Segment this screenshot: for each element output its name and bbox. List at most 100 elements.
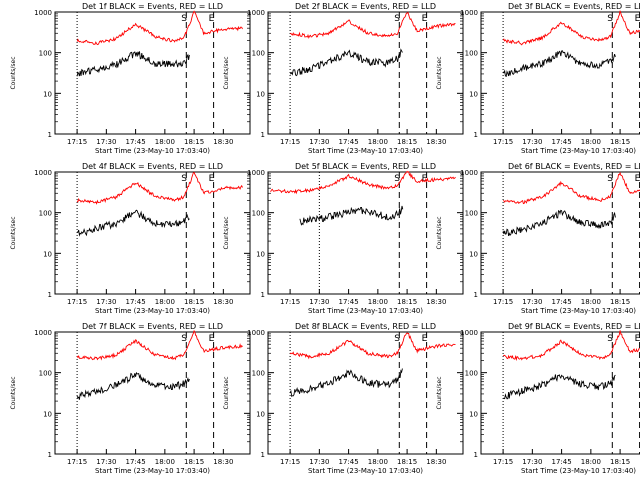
y-axis-label: Counts/sec xyxy=(436,376,443,409)
x-tick-label: 17:15 xyxy=(493,458,513,466)
plot-frame xyxy=(480,331,640,455)
x-tick-label: 17:15 xyxy=(493,298,513,306)
y-tick-label: 1 xyxy=(48,291,52,299)
y-tick-label: 1000 xyxy=(247,9,265,17)
x-tick-label: 18:15 xyxy=(610,458,630,466)
series-events-line xyxy=(76,371,190,400)
y-axis-label: Counts/sec xyxy=(10,376,17,409)
x-tick-label: 18:00 xyxy=(155,138,175,146)
marker-label-e: E xyxy=(209,14,215,24)
y-tick-label: 10 xyxy=(256,410,265,418)
x-tick-label: 18:00 xyxy=(581,298,601,306)
x-tick-label: 18:15 xyxy=(397,138,417,146)
panel-title: Det 5f BLACK = Events, RED = LLD xyxy=(295,162,436,171)
x-tick-label: 17:45 xyxy=(126,138,146,146)
x-tick-label: 18:00 xyxy=(368,458,388,466)
x-tick-label: 17:15 xyxy=(280,138,300,146)
y-axis-label: Counts/sec xyxy=(10,56,17,89)
marker-label-s: S xyxy=(607,174,613,184)
x-tick-label: 17:15 xyxy=(280,298,300,306)
x-tick-label: 18:15 xyxy=(184,458,204,466)
marker-label-s: S xyxy=(394,174,400,184)
x-axis-label: Start Time (23-May-10 17:03:40) xyxy=(308,147,423,155)
x-tick-label: 17:30 xyxy=(309,298,329,306)
x-tick-label: 17:30 xyxy=(96,458,116,466)
panel-det-3f: Det 3f BLACK = Events, RED = LLD Counts/s… xyxy=(436,2,640,155)
x-tick-label: 17:45 xyxy=(552,138,572,146)
x-axis-label: Start Time (23-May-10 17:03:40) xyxy=(521,307,636,315)
y-tick-label: 10 xyxy=(43,90,52,98)
x-tick-label: 18:15 xyxy=(610,298,630,306)
panel-det-5f: Det 5f BLACK = Events, RED = LLD Counts/s… xyxy=(223,162,464,315)
panel-det-6f: Det 6f BLACK = Events, RED = LLD Counts/s… xyxy=(436,162,640,315)
y-tick-label: 1 xyxy=(474,451,478,459)
x-tick-label: 17:45 xyxy=(339,298,359,306)
x-axis-label: Start Time (23-May-10 17:03:40) xyxy=(95,467,210,475)
x-tick-label: 18:30 xyxy=(426,138,446,146)
y-tick-label: 100 xyxy=(465,370,478,378)
plot-frame xyxy=(267,11,464,135)
y-tick-label: 10 xyxy=(256,90,265,98)
y-tick-label: 1000 xyxy=(34,329,52,337)
x-axis-label: Start Time (23-May-10 17:03:40) xyxy=(521,467,636,475)
y-tick-label: 1000 xyxy=(460,9,478,17)
marker-label-s: S xyxy=(607,14,613,24)
x-tick-label: 18:30 xyxy=(213,138,233,146)
panel-det-1f: Det 1f BLACK = Events, RED = LLD Counts/s… xyxy=(10,2,251,155)
series-lld-line xyxy=(289,11,456,39)
marker-label-s: S xyxy=(181,14,187,24)
x-tick-label: 17:30 xyxy=(96,138,116,146)
y-tick-label: 100 xyxy=(39,370,52,378)
series-lld-line xyxy=(76,329,243,361)
y-tick-label: 100 xyxy=(252,370,265,378)
plot-frame xyxy=(54,171,251,295)
series-lld-line xyxy=(502,10,640,46)
y-tick-label: 100 xyxy=(465,50,478,58)
y-tick-label: 1000 xyxy=(247,329,265,337)
x-tick-label: 17:30 xyxy=(522,458,542,466)
x-tick-label: 17:15 xyxy=(67,458,87,466)
x-tick-label: 18:30 xyxy=(426,298,446,306)
marker-label-e: E xyxy=(422,174,428,184)
plot-frame xyxy=(480,11,640,135)
y-tick-label: 1 xyxy=(48,131,52,139)
plot-frame xyxy=(267,171,464,295)
series-lld-line xyxy=(270,170,456,195)
x-tick-label: 18:00 xyxy=(155,458,175,466)
y-tick-label: 100 xyxy=(39,50,52,58)
x-tick-label: 17:45 xyxy=(552,298,572,306)
x-tick-label: 18:15 xyxy=(184,298,204,306)
series-events-line xyxy=(289,368,403,398)
marker-label-e: E xyxy=(209,174,215,184)
panel-title: Det 3f BLACK = Events, RED = LLD xyxy=(508,2,640,11)
x-axis-label: Start Time (23-May-10 17:03:40) xyxy=(95,307,210,315)
series-events-line xyxy=(502,50,616,78)
series-lld-line xyxy=(502,330,640,362)
y-tick-label: 10 xyxy=(43,250,52,258)
y-tick-label: 10 xyxy=(256,250,265,258)
panel-title: Det 2f BLACK = Events, RED = LLD xyxy=(295,2,436,11)
marker-label-e: E xyxy=(422,334,428,344)
y-axis-label: Counts/sec xyxy=(436,56,443,89)
x-tick-label: 18:15 xyxy=(184,138,204,146)
x-tick-label: 18:00 xyxy=(581,138,601,146)
x-tick-label: 18:30 xyxy=(213,298,233,306)
plot-frame xyxy=(54,11,251,135)
panel-title: Det 6f BLACK = Events, RED = LLD xyxy=(508,162,640,171)
x-tick-label: 17:30 xyxy=(309,138,329,146)
marker-label-e: E xyxy=(422,14,428,24)
x-tick-label: 17:30 xyxy=(522,138,542,146)
marker-label-s: S xyxy=(181,334,187,344)
x-tick-label: 17:15 xyxy=(493,138,513,146)
panel-det-2f: Det 2f BLACK = Events, RED = LLD Counts/s… xyxy=(223,2,464,155)
x-tick-label: 18:00 xyxy=(368,138,388,146)
y-axis-label: Counts/sec xyxy=(223,376,230,409)
y-tick-label: 1000 xyxy=(460,169,478,177)
x-tick-label: 18:30 xyxy=(426,458,446,466)
panel-det-9f: Det 9f BLACK = Events, RED = LLD Counts/s… xyxy=(436,322,640,475)
series-events-line xyxy=(299,205,404,226)
x-axis-label: Start Time (23-May-10 17:03:40) xyxy=(521,147,636,155)
marker-label-e: E xyxy=(635,14,640,24)
y-tick-label: 1 xyxy=(48,451,52,459)
